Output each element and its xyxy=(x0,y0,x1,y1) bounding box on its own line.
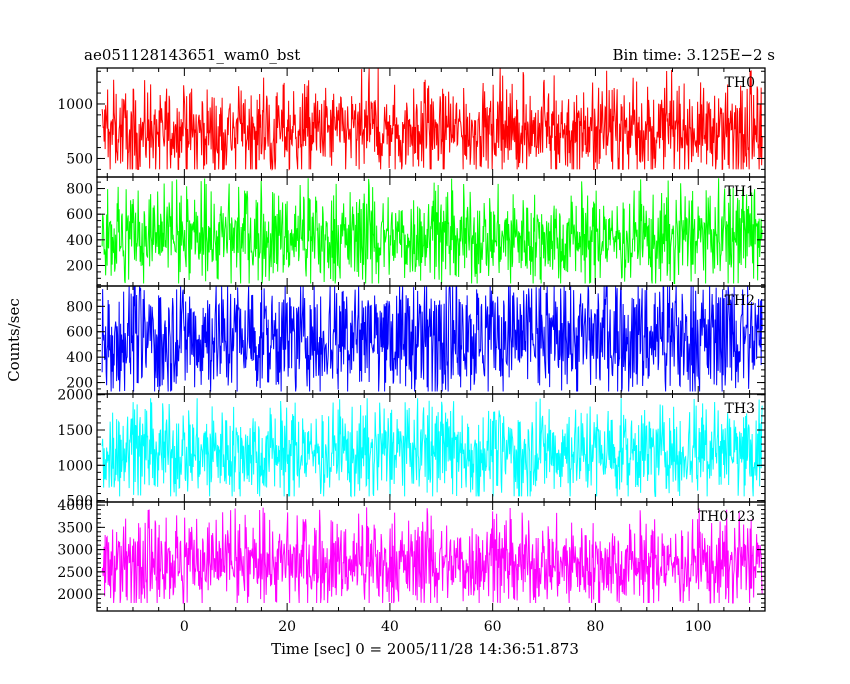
x-tick-label: 60 xyxy=(484,619,502,635)
y-tick-label: 500 xyxy=(66,494,93,510)
y-tick-label: 2500 xyxy=(57,565,93,581)
y-tick-label: 3500 xyxy=(57,520,93,536)
y-tick-label: 3000 xyxy=(57,543,93,559)
x-tick-label: 0 xyxy=(180,619,189,635)
y-tick-label: 2000 xyxy=(57,388,93,404)
series-line-th3 xyxy=(101,398,763,498)
x-tick-label: 20 xyxy=(278,619,296,635)
y-tick-label: 4000 xyxy=(57,498,93,514)
y-tick-label: 2000 xyxy=(57,587,93,603)
y-tick-label: 500 xyxy=(66,151,93,167)
x-axis-title: Time [sec] 0 = 2005/11/28 14:36:51.873 xyxy=(271,640,579,658)
bin-time-label: Bin time: 3.125E−2 s xyxy=(613,46,775,64)
panel-th0123: 2000 2500 3000 3500 4000 TH0123 xyxy=(57,498,766,612)
y-tick-label: 1500 xyxy=(57,423,93,439)
y-tick-label: 400 xyxy=(66,233,93,249)
series-line-th0 xyxy=(101,68,763,171)
panel-label-th0123: TH0123 xyxy=(698,509,755,525)
panel-label-th2: TH2 xyxy=(725,293,755,309)
y-axis-title: Counts/sec xyxy=(5,298,23,382)
panel-th3: 500 1000 1500 2000 TH3 xyxy=(57,388,766,510)
y-tick-label: 600 xyxy=(66,207,93,223)
x-tick-label: 80 xyxy=(587,619,605,635)
panel-frame xyxy=(96,501,766,612)
panel-th0: 500 1000 TH0 xyxy=(57,67,766,178)
y-tick-label: 1000 xyxy=(57,458,93,474)
y-tick-label: 200 xyxy=(66,258,93,274)
series-line-th0123 xyxy=(101,507,763,604)
chart-title: ae051128143651_wam0_bst xyxy=(84,46,300,64)
x-tick-label: 40 xyxy=(381,619,399,635)
series-line-th2 xyxy=(101,286,763,392)
y-tick-label: 600 xyxy=(66,325,93,341)
y-tick-label: 1000 xyxy=(57,97,93,113)
panel-th2: 200 400 600 800 TH2 xyxy=(66,285,766,395)
panel-label-th3: TH3 xyxy=(725,401,755,417)
x-tick-label: 100 xyxy=(685,619,712,635)
y-tick-label: 400 xyxy=(66,350,93,366)
panel-th1: 200 400 600 800 TH1 xyxy=(66,176,766,287)
y-tick-label: 800 xyxy=(66,299,93,315)
y-tick-label: 800 xyxy=(66,182,93,198)
y-tick-label: 200 xyxy=(66,376,93,392)
panel-label-th1: TH1 xyxy=(725,184,755,200)
series-line-th1 xyxy=(101,178,763,284)
panel-label-th0: TH0 xyxy=(725,75,755,91)
